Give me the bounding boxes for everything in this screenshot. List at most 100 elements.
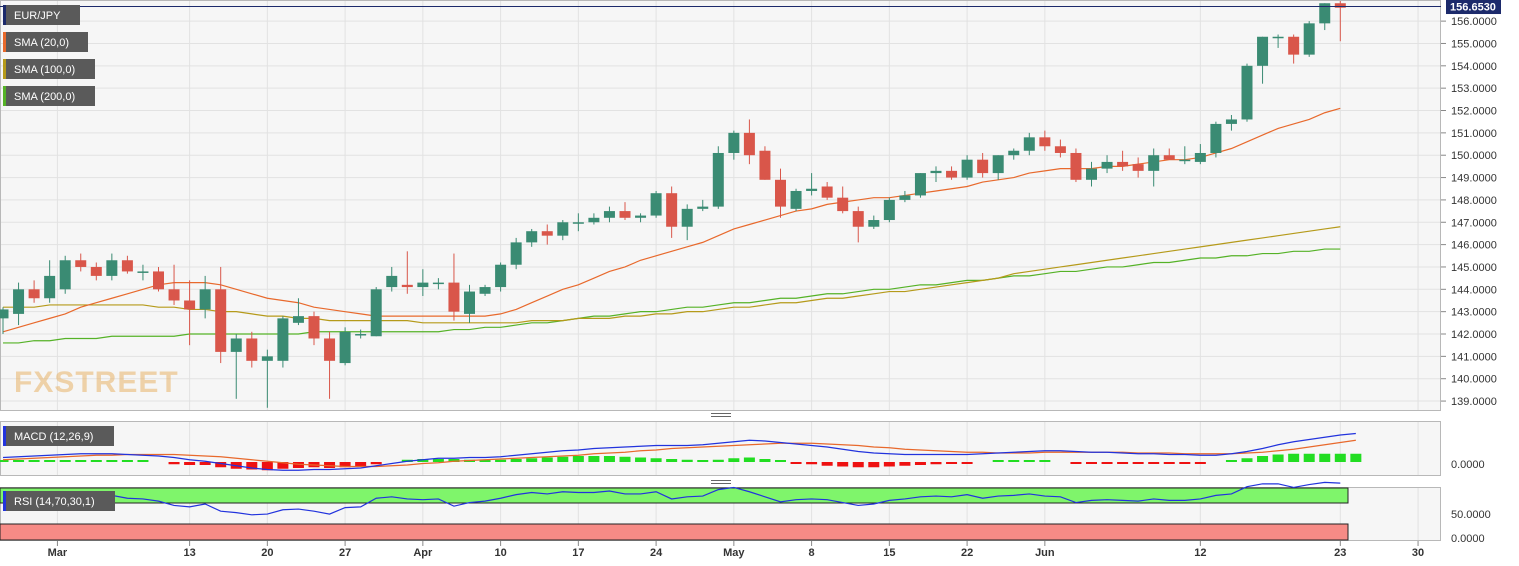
candle-body — [1070, 152, 1082, 180]
macd-histogram-bar — [292, 462, 304, 468]
candle — [246, 331, 258, 368]
candle — [464, 284, 475, 323]
x-tick-label: 15 — [883, 547, 895, 559]
candle-body — [1272, 36, 1284, 39]
candle — [572, 213, 584, 232]
macd-histogram-bar — [557, 456, 569, 462]
candle — [821, 182, 833, 200]
candle — [1163, 148, 1175, 160]
candle-body — [417, 282, 429, 288]
candle-body — [977, 159, 989, 174]
candle — [0, 307, 9, 335]
macd-histogram-bar — [666, 459, 678, 462]
candle — [1303, 21, 1315, 57]
pane-resize-handle-2[interactable] — [711, 480, 731, 484]
macd-histogram-bar — [0, 460, 9, 462]
time-axis[interactable]: Mar 13 20 27 Apr 10 17 24 May 8 15 22 Jun 12 23 30 — [48, 541, 1425, 559]
y-tick-label: 143.0000 — [1451, 307, 1497, 319]
x-tick-label: 20 — [261, 547, 273, 559]
legend-rsi[interactable]: RSI (14,70,30,1) — [3, 491, 115, 511]
candle — [324, 331, 336, 399]
macd-histogram-bar — [868, 462, 880, 468]
legend-sma-20[interactable]: SMA (20,0) — [3, 32, 88, 52]
candle-body — [1086, 168, 1097, 180]
macd-histogram-bar — [495, 459, 507, 462]
candle-body — [759, 150, 771, 180]
candle — [1225, 114, 1237, 131]
candle — [1210, 121, 1222, 158]
macd-histogram-bar — [215, 462, 227, 468]
candle-body — [106, 260, 118, 276]
macd-histogram-bar — [712, 459, 724, 462]
macd-histogram-bar — [137, 460, 149, 462]
macd-histogram-bar — [1039, 460, 1051, 462]
macd-histogram-bar — [946, 462, 958, 464]
candle-body — [13, 289, 25, 314]
candle — [121, 255, 133, 274]
x-tick-label: 30 — [1412, 547, 1424, 559]
y-tick-label: 149.0000 — [1451, 173, 1497, 185]
macd-series — [0, 432, 1362, 471]
candle — [1179, 146, 1191, 165]
pane-resize-handle-1[interactable] — [711, 413, 731, 417]
last-price-value: 156.6530 — [1450, 2, 1496, 14]
candle-body — [184, 300, 196, 310]
legend-sma-100[interactable]: SMA (100,0) — [3, 59, 95, 79]
macd-histogram-bar — [1303, 453, 1315, 462]
macd-histogram-bar — [324, 462, 336, 468]
candle — [526, 228, 538, 247]
candle-body — [852, 211, 864, 227]
candle — [1148, 148, 1160, 187]
macd-histogram-bar — [603, 456, 615, 462]
candle — [1319, 3, 1331, 31]
candle-body — [1163, 155, 1175, 160]
candle — [650, 190, 662, 218]
x-tick-label: Apr — [413, 547, 433, 559]
rsi-tick-50: 50.0000 — [1451, 509, 1491, 521]
rsi-oversold-zone — [0, 523, 1349, 541]
candle-body — [261, 356, 273, 361]
candle-body — [308, 316, 320, 339]
candle — [1117, 150, 1129, 171]
candle — [432, 278, 444, 290]
candle — [666, 186, 678, 238]
macd-histogram-bar — [1272, 454, 1284, 462]
candle-body — [899, 195, 911, 200]
y-tick-label: 140.0000 — [1451, 374, 1497, 386]
macd-histogram-bar — [28, 460, 40, 462]
candle-body — [526, 231, 538, 243]
candle — [883, 197, 895, 223]
macd-histogram-bar — [1101, 462, 1113, 464]
price-pane-border — [0, 0, 1441, 411]
macd-histogram-bar — [992, 460, 1004, 462]
candle-body — [541, 231, 553, 236]
candle — [992, 155, 1004, 180]
y-tick-label: 139.0000 — [1451, 396, 1497, 408]
candle-body — [572, 222, 584, 224]
macd-histogram-bar — [1008, 460, 1020, 462]
macd-histogram-bar — [510, 459, 522, 462]
candle — [417, 269, 429, 297]
candle — [215, 266, 227, 364]
candle-body — [588, 217, 600, 223]
price-axis[interactable]: 156.0000 155.0000 154.0000 153.0000 152.0000… — [1441, 16, 1497, 408]
macd-histogram-bar — [261, 462, 273, 471]
macd-histogram-bar — [1194, 462, 1206, 464]
candle-body — [728, 132, 740, 153]
macd-histogram-bar — [1070, 462, 1082, 464]
y-tick-label: 146.0000 — [1451, 240, 1497, 252]
y-tick-label: 148.0000 — [1451, 195, 1497, 207]
candle — [199, 275, 211, 319]
candle — [1054, 139, 1066, 158]
legend-instrument[interactable]: EUR/JPY — [3, 5, 80, 25]
candle-body — [743, 132, 755, 156]
legend-sma-200[interactable]: SMA (200,0) — [3, 86, 95, 106]
rsi-series — [2, 481, 1341, 516]
sma-20-series — [2, 107, 1341, 333]
legend-macd[interactable]: MACD (12,26,9) — [3, 426, 114, 446]
candle-body — [557, 222, 569, 236]
candle — [914, 173, 926, 198]
macd-pane-border — [0, 421, 1441, 476]
macd-histogram-bar — [199, 462, 211, 465]
macd-histogram-bar — [650, 458, 662, 462]
